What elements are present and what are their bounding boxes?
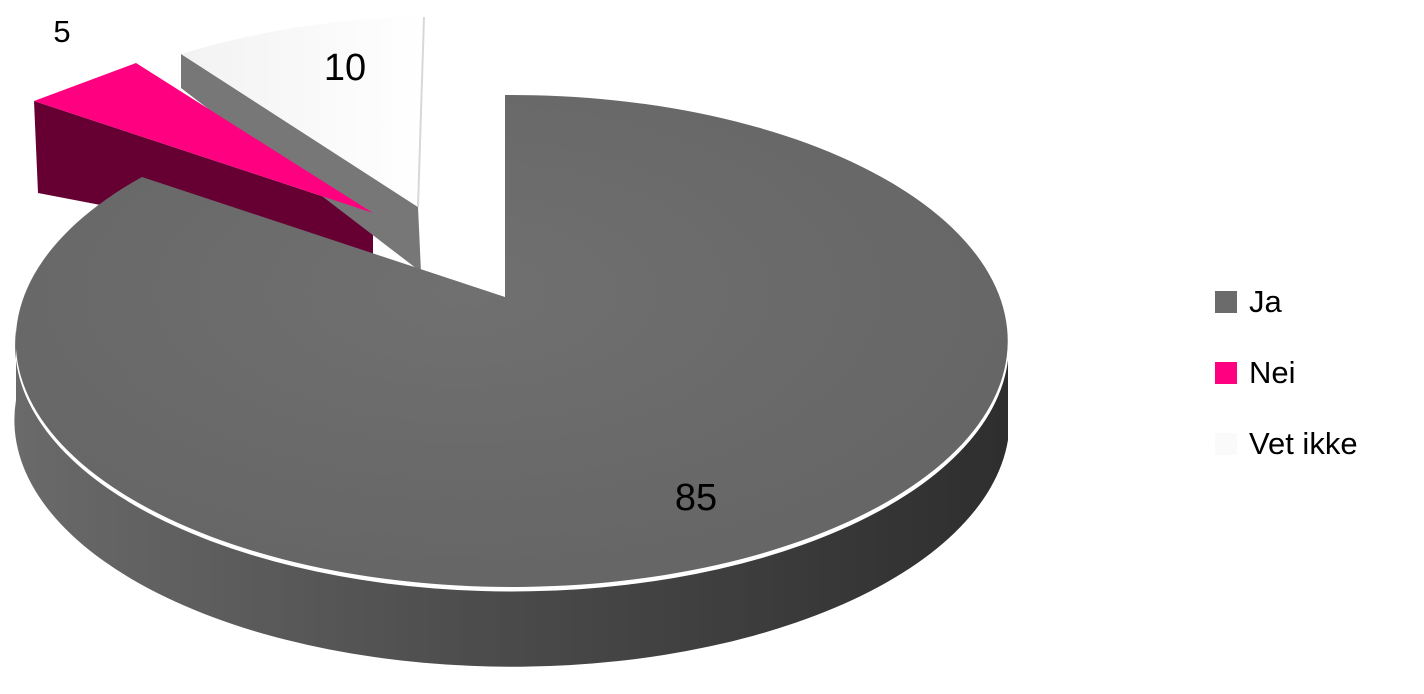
slice-vet-side [181,54,421,272]
legend-item-vet-ikke: Vet ikke [1215,422,1358,465]
slice-vet-edge [417,16,425,208]
legend-item-ja: Ja [1215,280,1358,323]
slice-nei-side [34,101,373,257]
legend-item-nei: Nei [1215,351,1358,394]
legend-swatch-nei [1215,361,1237,384]
slice-ja-side [14,330,1008,667]
slice-nei [34,63,373,213]
legend-label-nei: Nei [1249,354,1296,390]
data-label-vet-ikke: 10 [324,47,366,89]
data-label-ja: 85 [675,477,717,519]
data-label-nei: 5 [53,14,70,49]
legend: Ja Nei Vet ikke [1215,280,1358,493]
legend-label-ja: Ja [1249,283,1282,319]
legend-label-vet-ikke: Vet ikke [1249,425,1358,461]
legend-swatch-ja [1215,290,1237,313]
slice-ja [15,94,1008,587]
legend-swatch-vet-ikke [1215,432,1237,455]
slice-vet [181,17,424,207]
